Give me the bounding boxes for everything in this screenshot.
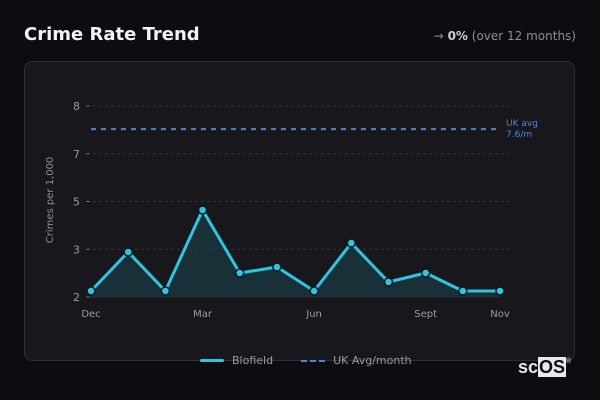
dashed-line-swatch-icon: [301, 359, 326, 362]
x-tick-label: Nov: [490, 309, 510, 320]
registered-mark: ®: [566, 358, 572, 365]
logo-prefix: sc: [518, 357, 539, 377]
x-axis: Dec Mar Jun Sept Nov: [81, 309, 510, 320]
x-tick-label: Sept: [414, 309, 437, 320]
y-tick-label: 8: [73, 100, 80, 113]
data-point[interactable]: [420, 268, 431, 278]
x-tick-label: Dec: [81, 309, 100, 320]
data-point[interactable]: [346, 238, 357, 248]
data-point[interactable]: [309, 286, 319, 296]
y-axis: 8 7 5 3 2: [73, 100, 90, 304]
trend-value: 0%: [447, 29, 468, 43]
trend-arrow-icon: →: [433, 29, 444, 43]
series-line-blofield: [89, 208, 500, 293]
data-point[interactable]: [197, 205, 208, 215]
logo-highlight: OS: [538, 357, 567, 377]
y-tick-label: 5: [73, 196, 80, 209]
solid-line-swatch-icon: [200, 359, 224, 362]
uk-average-annotation: UK avg: [506, 119, 538, 129]
trend-summary: → 0% (over 12 months): [434, 29, 576, 43]
data-point[interactable]: [495, 286, 505, 296]
page-title: Crime Rate Trend: [24, 24, 200, 45]
data-point[interactable]: [123, 247, 133, 257]
data-points: [86, 205, 505, 296]
y-tick-label: 7: [73, 148, 80, 161]
legend-item-blofield[interactable]: Blofield: [200, 354, 273, 367]
trend-period: (over 12 months): [471, 29, 576, 43]
data-point[interactable]: [383, 277, 394, 287]
legend-item-uk-avg[interactable]: UK Avg/month: [301, 354, 412, 367]
chart-legend: Blofield UK Avg/month: [200, 354, 412, 367]
legend-label: UK Avg/month: [333, 354, 412, 367]
x-tick-label: Mar: [193, 309, 213, 320]
data-point[interactable]: [272, 262, 282, 272]
y-tick-label: 2: [73, 291, 80, 304]
data-point[interactable]: [234, 268, 245, 278]
data-point[interactable]: [160, 286, 171, 296]
series-area-fill: [91, 210, 500, 297]
data-point[interactable]: [86, 286, 96, 296]
data-point[interactable]: [458, 286, 468, 296]
scos-logo: scOS®: [518, 357, 571, 378]
y-tick-label: 3: [73, 243, 80, 256]
y-axis-label: Crimes per 1,000: [45, 157, 56, 244]
chart-card: [24, 61, 575, 361]
uk-average-value: 7.6/m: [506, 130, 532, 140]
legend-label: Blofield: [232, 354, 274, 367]
grid-lines: [91, 105, 510, 298]
x-tick-label: Jun: [305, 309, 322, 320]
